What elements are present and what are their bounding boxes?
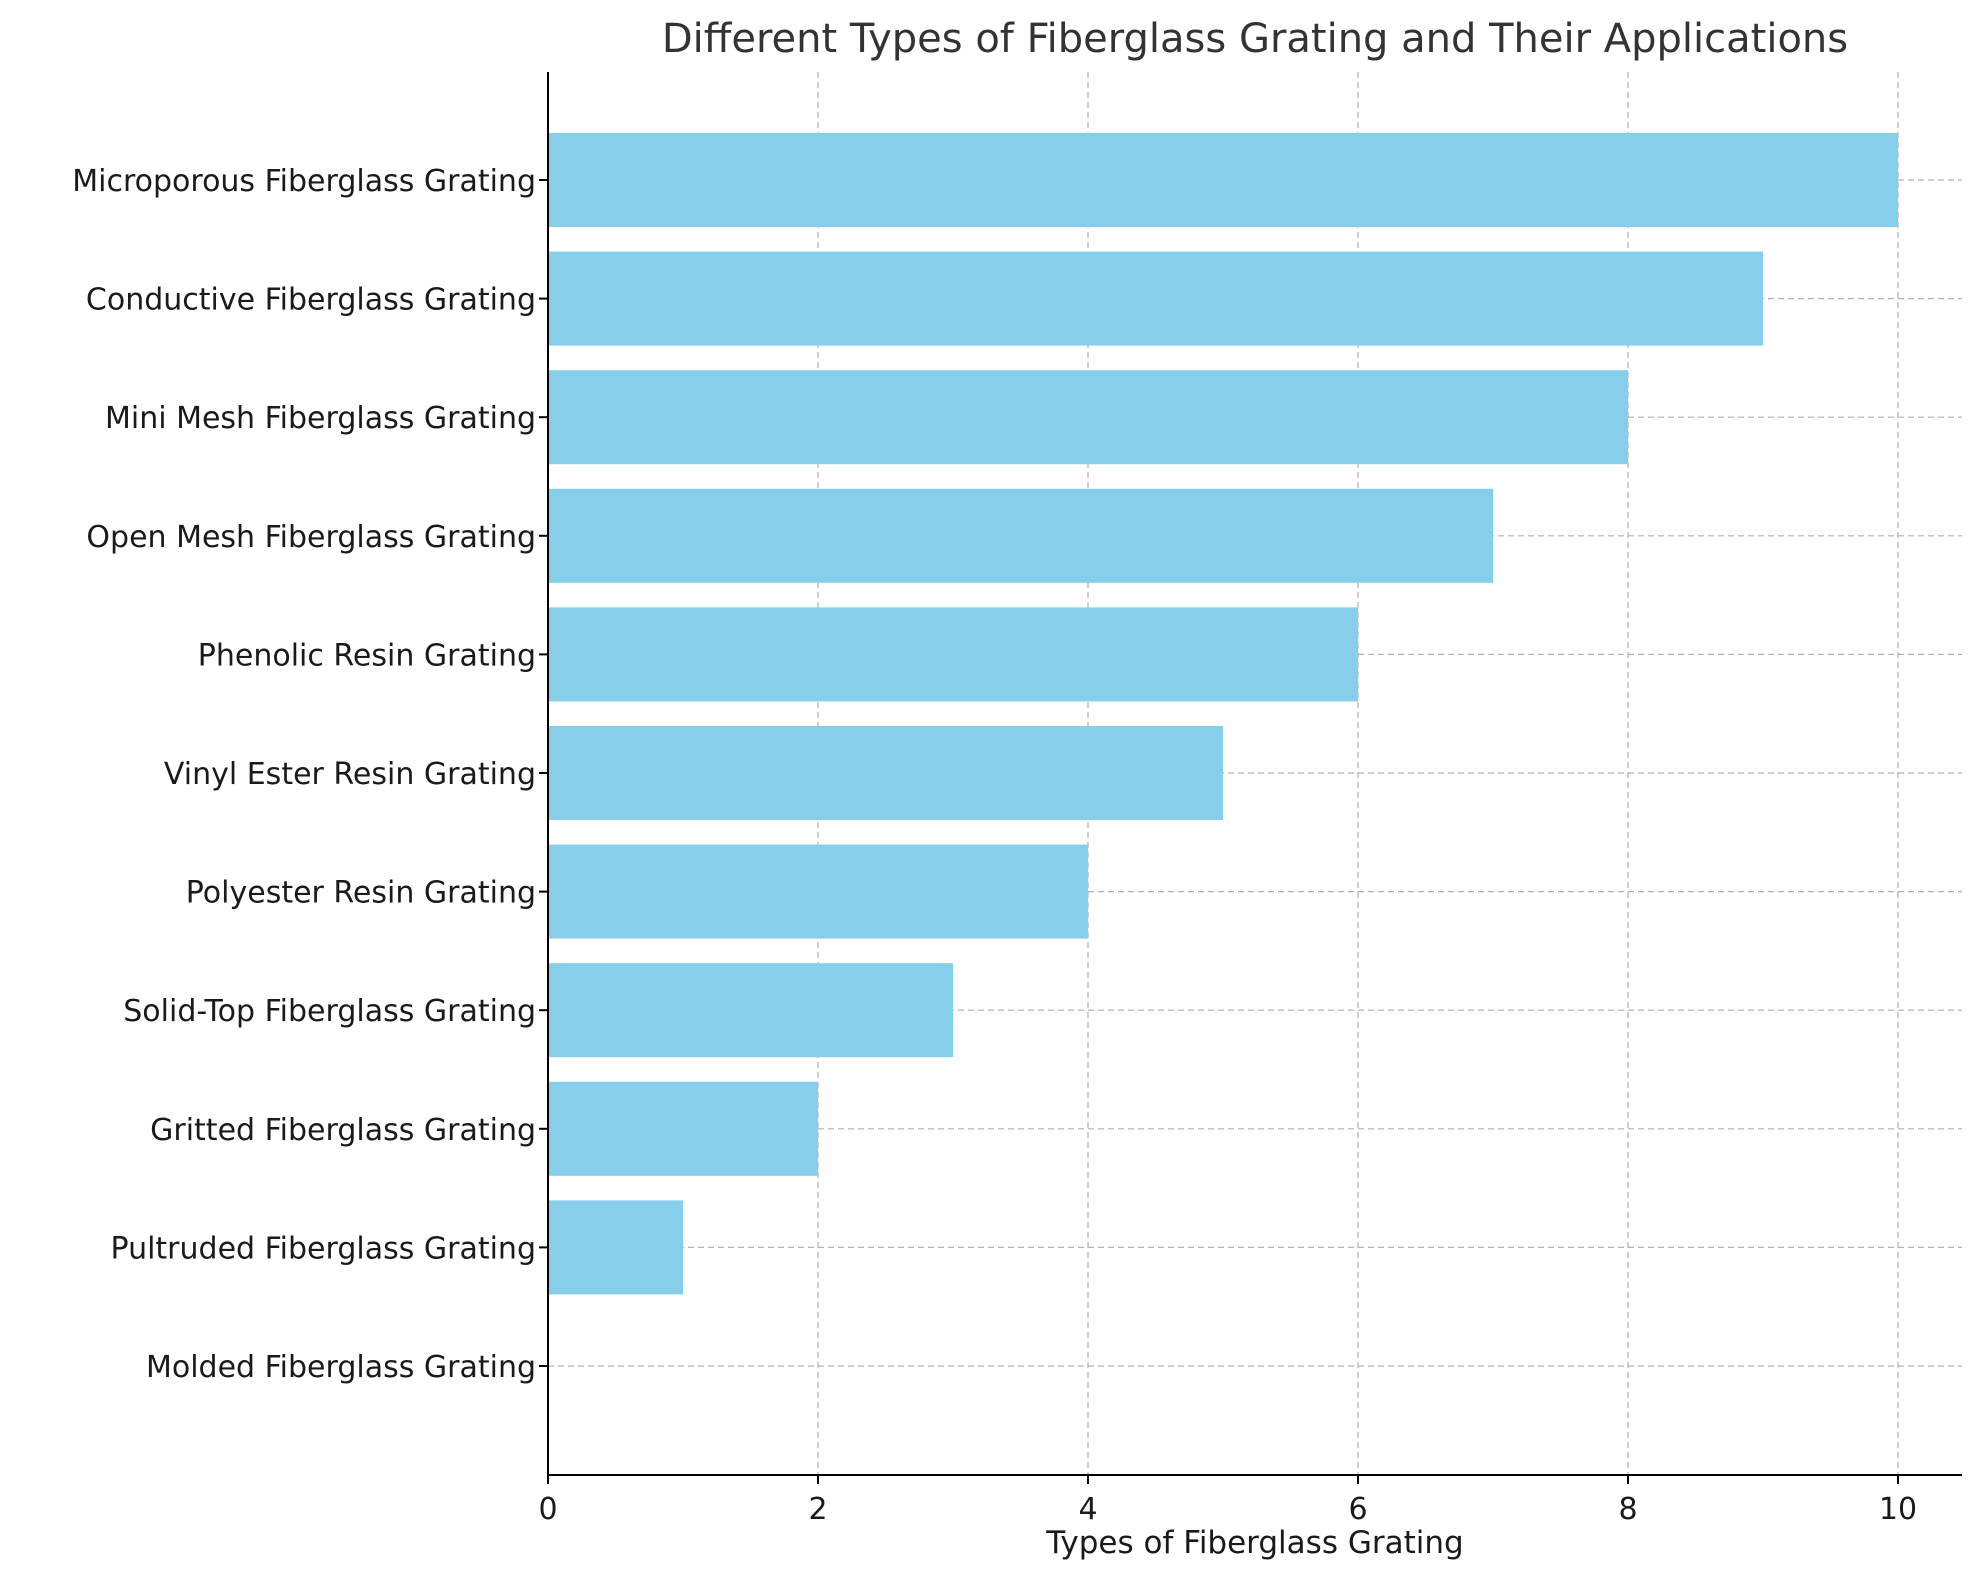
y-tick-label: Gritted Fiberglass Grating xyxy=(150,1113,536,1148)
x-tick-labels: 0 2 4 6 8 10 xyxy=(538,1475,1917,1527)
x-tick-label: 10 xyxy=(1879,1492,1917,1527)
x-tick-label: 4 xyxy=(1078,1492,1097,1527)
chart-title: Different Types of Fiberglass Grating an… xyxy=(662,16,1848,62)
bar xyxy=(548,370,1628,465)
bar xyxy=(548,488,1493,583)
x-axis-label: Types of Fiberglass Grating xyxy=(1045,1525,1463,1561)
y-tick-label: Pultruded Fiberglass Grating xyxy=(111,1231,537,1266)
bar xyxy=(548,1081,818,1176)
y-tick-label: Vinyl Ester Resin Grating xyxy=(164,757,536,792)
x-tick-label: 2 xyxy=(808,1492,827,1527)
bars xyxy=(548,133,1898,1295)
x-tick-label: 8 xyxy=(1618,1492,1637,1527)
y-tick-label: Conductive Fiberglass Grating xyxy=(86,283,536,318)
y-tick-label: Phenolic Resin Grating xyxy=(198,638,536,673)
y-tick-label: Polyester Resin Grating xyxy=(186,876,536,911)
bar xyxy=(548,1200,683,1295)
bar xyxy=(548,726,1223,820)
bar xyxy=(548,133,1898,227)
x-tick-label: 6 xyxy=(1348,1492,1367,1527)
bar xyxy=(548,251,1763,346)
y-tick-label: Solid-Top Fiberglass Grating xyxy=(123,994,536,1029)
y-tick-label: Open Mesh Fiberglass Grating xyxy=(86,520,536,555)
y-tick-label: Mini Mesh Fiberglass Grating xyxy=(105,401,536,436)
y-tick-label: Microporous Fiberglass Grating xyxy=(72,164,536,199)
bar xyxy=(548,963,953,1058)
x-tick-label: 0 xyxy=(538,1492,557,1527)
bar xyxy=(548,844,1088,939)
y-tick-labels: Molded Fiberglass Grating Pultruded Fiber… xyxy=(72,164,548,1385)
bar xyxy=(548,607,1358,702)
y-tick-label: Molded Fiberglass Grating xyxy=(146,1350,536,1385)
